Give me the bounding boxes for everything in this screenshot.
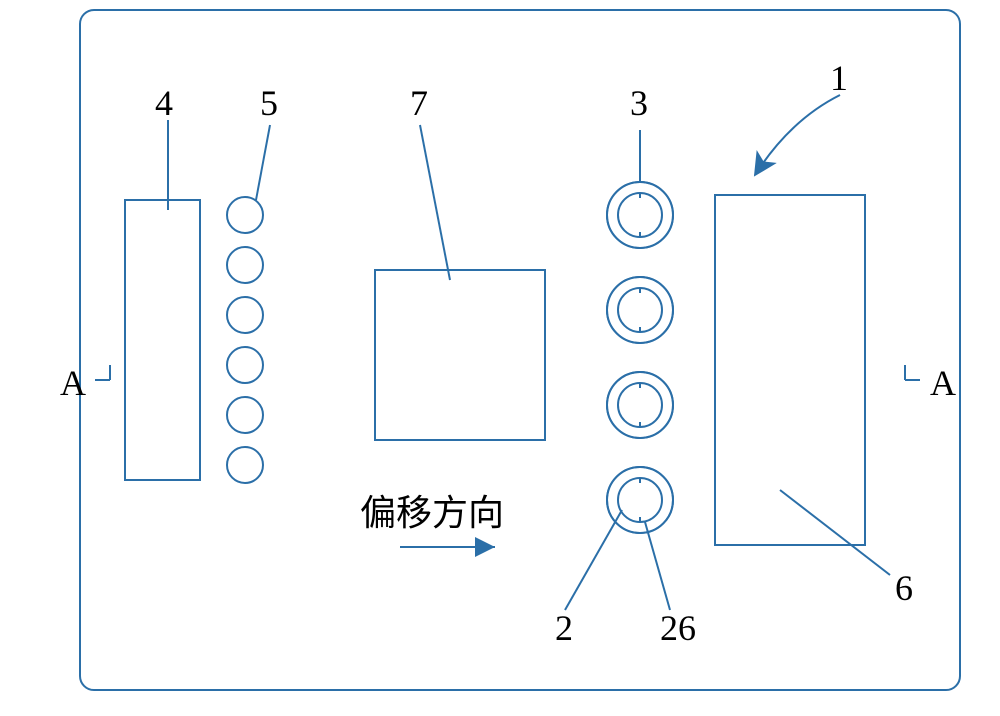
rect-6 <box>715 195 865 545</box>
leader-6 <box>780 490 890 575</box>
label-n4: 4 <box>155 83 173 123</box>
direction-label: 偏移方向 <box>360 493 504 533</box>
label-A_left: A <box>60 363 86 403</box>
small-circle-5 <box>227 447 263 483</box>
roller-1 <box>607 277 673 343</box>
roller-3 <box>607 467 673 533</box>
small-circle-0 <box>227 197 263 233</box>
label-n26: 26 <box>660 608 696 648</box>
label-n1: 1 <box>830 58 848 98</box>
leader-2 <box>565 510 622 610</box>
roller-0 <box>607 182 673 248</box>
label-n2: 2 <box>555 608 573 648</box>
label-n6: 6 <box>895 568 913 608</box>
label-n3: 3 <box>630 83 648 123</box>
small-circle-4 <box>227 397 263 433</box>
label-n5: 5 <box>260 83 278 123</box>
label-A_right: A <box>930 363 956 403</box>
small-circle-1 <box>227 247 263 283</box>
small-circle-2 <box>227 297 263 333</box>
roller-2 <box>607 372 673 438</box>
rect-7 <box>375 270 545 440</box>
label-n7: 7 <box>410 83 428 123</box>
leader-26 <box>645 522 670 610</box>
small-circle-3 <box>227 347 263 383</box>
leader-7 <box>420 125 450 280</box>
rect-4 <box>125 200 200 480</box>
leader-5 <box>256 125 270 200</box>
leader-1 <box>755 95 840 175</box>
